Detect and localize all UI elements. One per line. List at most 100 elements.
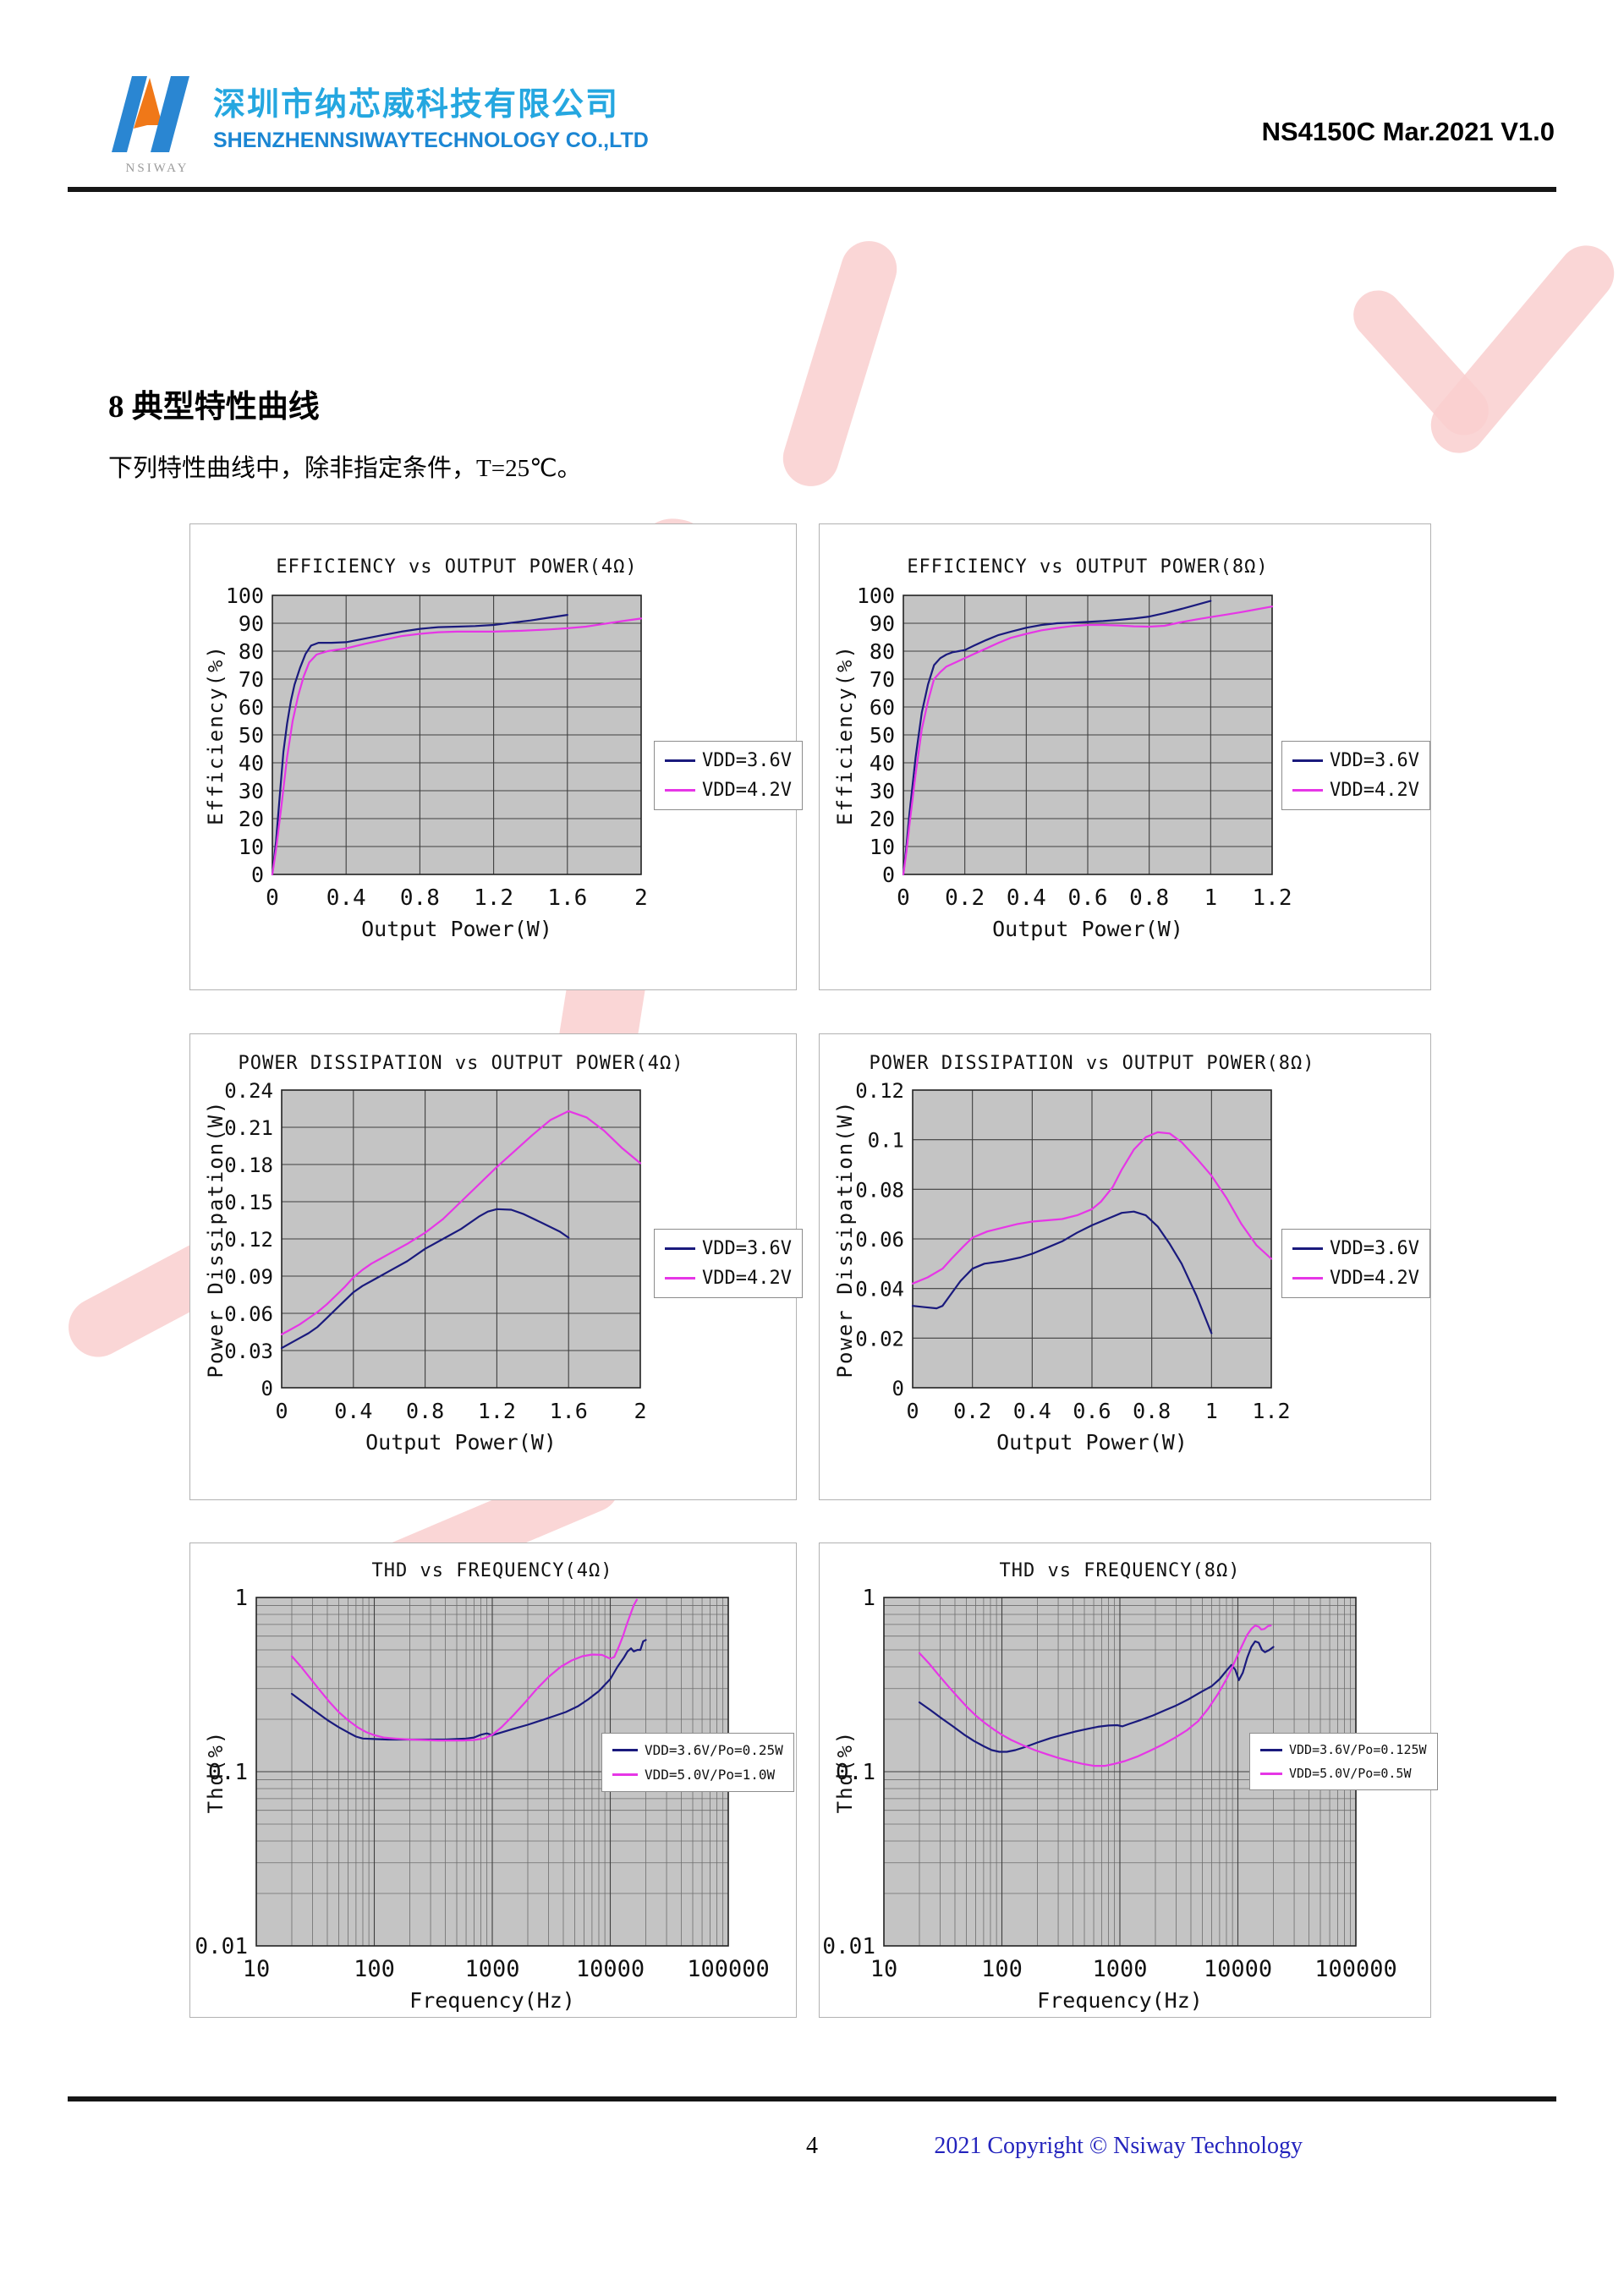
svg-text:0: 0 [261,1377,273,1400]
footer-rule [68,2096,1556,2101]
series-line-swatch [612,1773,638,1776]
x-axis-title: Frequency(Hz) [1037,1988,1203,2013]
x-axis-title: Output Power(W) [361,917,552,941]
svg-text:0: 0 [892,1377,904,1400]
document-reference: NS4150C Mar.2021 V1.0 [1261,117,1555,146]
svg-text:60: 60 [239,695,264,720]
legend-item: VDD=3.6V/Po=0.125W [1260,1742,1427,1757]
series-line-swatch [665,1277,695,1280]
plot-area: 0 10 20 30 40 50 60 70 80 90 100 0 0.2 0.4 0.6 0.8 1 1.2 [857,584,1292,911]
svg-text:0.15: 0.15 [224,1191,273,1214]
svg-text:10: 10 [870,1956,898,1982]
svg-text:90: 90 [239,611,264,636]
series-line-swatch [665,789,695,792]
svg-text:0.04: 0.04 [855,1278,904,1301]
svg-text:40: 40 [870,751,895,775]
legend-label: VDD=4.2V [1330,780,1419,801]
company-name-english: SHENZHENNSIWAYTECHNOLOGY CO.,LTD [213,129,649,152]
chart-title: THD vs FREQUENCY(4Ω) [371,1560,613,1581]
svg-text:30: 30 [239,779,264,803]
series-line-swatch [1292,1277,1323,1280]
legend-item: VDD=3.6V [1292,750,1419,771]
svg-text:1.6: 1.6 [547,885,587,911]
plot-area: 0 0.02 0.04 0.06 0.08 0.1 0.12 0 0.2 0.4 0.6 0.8 1 1.… [855,1079,1290,1423]
svg-text:100000: 100000 [1314,1956,1397,1982]
x-axis-title: Output Power(W) [992,917,1183,941]
legend: VDD=3.6V VDD=4.2V [1281,741,1430,810]
svg-text:100000: 100000 [687,1956,770,1982]
legend-label: VDD=3.6V/Po=0.25W [645,1742,783,1758]
svg-text:0.8: 0.8 [406,1399,444,1423]
svg-text:0.8: 0.8 [1129,885,1169,911]
svg-text:30: 30 [870,779,895,803]
copyright-notice: 2021 Copyright © Nsiway Technology [934,2133,1303,2159]
legend-label: VDD=3.6V/Po=0.125W [1289,1742,1427,1757]
company-name-chinese: 深圳市纳芯威科技有限公司 [213,87,620,123]
nsiway-logo-icon [112,76,189,152]
series-line-swatch [1260,1772,1282,1775]
y-axis-title: Thd(%) [204,1729,228,1814]
x-axis-title: Output Power(W) [365,1430,557,1455]
svg-text:1: 1 [862,1586,875,1611]
chart-title: POWER DISSIPATION vs OUTPUT POWER(4Ω) [238,1053,684,1074]
svg-text:70: 70 [870,667,895,692]
y-axis-title: Thd(%) [833,1729,857,1814]
svg-text:100: 100 [354,1956,395,1982]
legend: VDD=3.6V VDD=4.2V [1281,1229,1430,1298]
chart-thd-frequency-4ohm: 0.01 0.1 1 10 100 1000 10000 100000 THD vs FREQ… [189,1543,797,2018]
logo-text: NSIWAY [125,162,189,175]
company-logo: NSIWAY [107,71,208,176]
y-axis-title: Efficiency(%) [204,644,228,825]
svg-text:1.2: 1.2 [1253,885,1292,911]
svg-text:1.2: 1.2 [474,885,513,911]
svg-text:0: 0 [897,885,910,911]
svg-text:10: 10 [243,1956,271,1982]
page-number: 4 [806,2133,818,2159]
svg-text:1000: 1000 [464,1956,519,1982]
legend-label: VDD=5.0V/Po=0.5W [1289,1766,1412,1781]
svg-text:0.03: 0.03 [224,1340,273,1363]
chart-efficiency-8ohm: 0 10 20 30 40 50 60 70 80 90 100 0 0.2 0.4 0.6 0.8 1 1.2 … [819,523,1431,990]
svg-text:50: 50 [239,723,264,748]
svg-text:1000: 1000 [1092,1956,1147,1982]
svg-text:80: 80 [870,639,895,664]
svg-text:0.01: 0.01 [195,1934,248,1959]
svg-text:0.1: 0.1 [836,1760,875,1785]
svg-text:80: 80 [239,639,264,664]
y-axis-title: Efficiency(%) [833,644,857,825]
svg-text:0: 0 [266,885,279,911]
plot-area: 0 0.03 0.06 0.09 0.12 0.15 0.18 0.21 0.24 0 0.4 0.8… [224,1079,646,1423]
legend-item: VDD=3.6V [1292,1238,1419,1259]
legend-item: VDD=4.2V [665,780,792,801]
header-rule [68,187,1556,192]
chart-efficiency-4ohm: 0 10 20 30 40 50 60 70 80 90 100 0 0.4 0.8 1.2 1.6 2 EFF… [189,523,803,990]
section-heading: 8 典型特性曲线 [108,390,320,425]
legend-item: VDD=4.2V [1292,1268,1419,1289]
svg-text:0.21: 0.21 [224,1116,273,1140]
svg-text:0.18: 0.18 [224,1153,273,1177]
svg-text:100: 100 [226,584,264,608]
svg-text:0.09: 0.09 [224,1265,273,1289]
legend-label: VDD=5.0V/Po=1.0W [645,1767,776,1783]
svg-text:20: 20 [239,807,264,831]
chart-power-dissipation-8ohm: 0 0.02 0.04 0.06 0.08 0.1 0.12 0 0.2 0.4 0.6 0.8 1 1.… [819,1033,1431,1500]
legend: VDD=3.6V/Po=0.25W VDD=5.0V/Po=1.0W [601,1733,794,1792]
svg-text:2: 2 [634,1399,646,1423]
legend-label: VDD=3.6V [1330,1238,1419,1259]
legend-item: VDD=5.0V/Po=0.5W [1260,1766,1427,1781]
svg-text:50: 50 [870,723,895,748]
section-intro: 下列特性曲线中，除非指定条件，T=25℃。 [108,455,582,482]
svg-text:10000: 10000 [1204,1956,1272,1982]
svg-text:100: 100 [857,584,895,608]
svg-text:1: 1 [1204,885,1218,911]
svg-text:0.24: 0.24 [224,1079,273,1103]
legend-item: VDD=3.6V [665,1238,792,1259]
svg-text:0.6: 0.6 [1068,885,1108,911]
svg-text:0.2: 0.2 [953,1399,991,1423]
svg-text:0: 0 [882,863,895,887]
series-line-swatch [665,1247,695,1250]
chart-title: EFFICIENCY vs OUTPUT POWER(4Ω) [276,556,638,578]
legend: VDD=3.6V VDD=4.2V [654,741,803,810]
chart-power-dissipation-4ohm: 0 0.03 0.06 0.09 0.12 0.15 0.18 0.21 0.24 0 0.4 0.8… [189,1033,803,1500]
